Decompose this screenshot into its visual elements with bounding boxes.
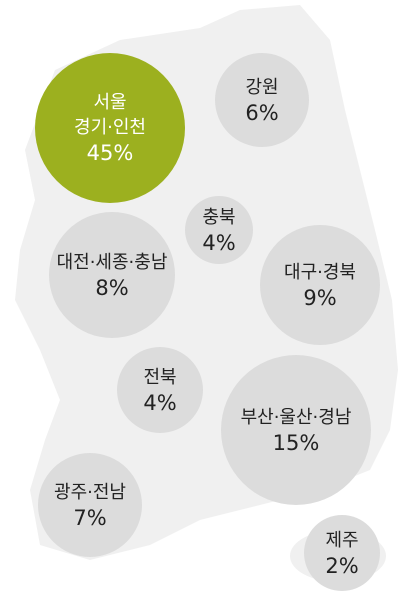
region-value: 4% bbox=[202, 230, 236, 255]
region-name: 충북 bbox=[202, 206, 236, 228]
region-name: 강원 bbox=[245, 76, 279, 98]
region-value: 6% bbox=[245, 100, 279, 125]
region-bubble: 제주 2% bbox=[304, 515, 380, 591]
region-value: 9% bbox=[303, 285, 337, 310]
region-bubble: 강원 6% bbox=[215, 53, 309, 147]
region-name: 대구·경북 bbox=[284, 261, 356, 283]
region-bubble: 대구·경북 9% bbox=[260, 225, 380, 345]
region-name: 부산·울산·경남 bbox=[240, 406, 352, 428]
region-bubble: 충북 4% bbox=[185, 196, 253, 264]
region-name: 서울 경기·인천 bbox=[74, 92, 146, 138]
region-bubble: 서울 경기·인천 45% bbox=[35, 53, 185, 203]
region-name: 광주·전남 bbox=[54, 481, 126, 503]
region-value: 45% bbox=[86, 141, 134, 165]
region-bubble: 부산·울산·경남 15% bbox=[221, 355, 371, 505]
region-value: 4% bbox=[143, 390, 177, 415]
region-value: 15% bbox=[272, 430, 320, 455]
region-bubble: 대전·세종·충남 8% bbox=[49, 212, 175, 338]
region-value: 7% bbox=[73, 505, 107, 530]
region-bubble: 광주·전남 7% bbox=[38, 453, 142, 557]
region-name: 대전·세종·충남 bbox=[56, 251, 168, 273]
region-name: 전북 bbox=[143, 366, 177, 388]
region-value: 2% bbox=[325, 553, 359, 578]
region-value: 8% bbox=[95, 275, 129, 300]
region-bubble: 전북 4% bbox=[117, 347, 203, 433]
region-name: 제주 bbox=[325, 529, 359, 551]
